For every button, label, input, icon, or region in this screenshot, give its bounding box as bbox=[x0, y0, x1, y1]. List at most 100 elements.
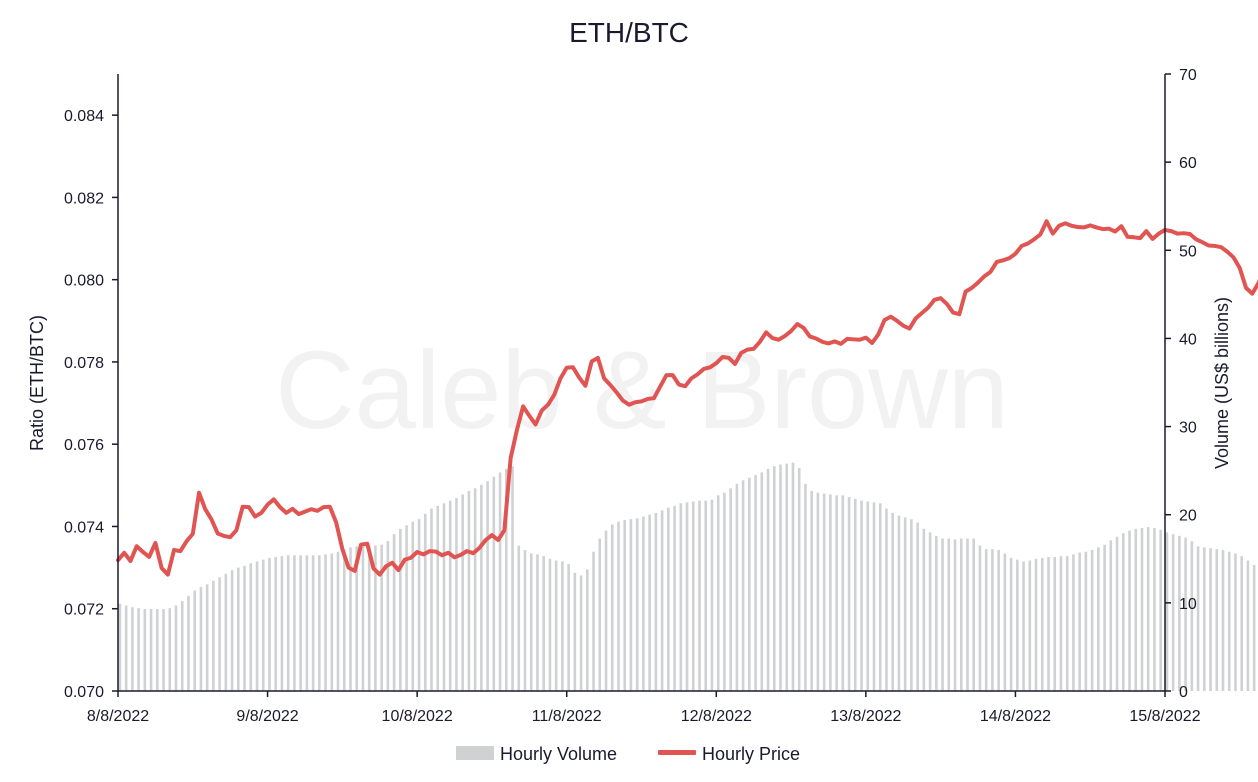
volume-bar bbox=[355, 546, 359, 691]
volume-bar bbox=[486, 481, 489, 691]
volume-bar bbox=[1234, 553, 1237, 691]
volume-bar bbox=[1171, 534, 1175, 691]
volume-bar bbox=[935, 535, 938, 691]
volume-bar bbox=[411, 521, 415, 691]
volume-bar bbox=[143, 609, 147, 691]
volume-bar bbox=[467, 490, 471, 691]
volume-bar bbox=[629, 519, 633, 691]
volume-bar bbox=[804, 483, 807, 691]
volume-bar bbox=[928, 532, 932, 691]
volume-bar bbox=[423, 513, 427, 691]
left-tick-label: 0.082 bbox=[64, 190, 104, 207]
volume-bar bbox=[137, 608, 140, 691]
volume-bar bbox=[324, 554, 327, 691]
volume-bar bbox=[947, 538, 951, 691]
volume-bar bbox=[691, 501, 695, 691]
volume-bar bbox=[642, 516, 645, 691]
volume-bar bbox=[1084, 551, 1088, 691]
volume-bar bbox=[978, 545, 982, 691]
left-tick-label: 0.070 bbox=[64, 684, 104, 701]
axes bbox=[117, 74, 1166, 692]
x-tick-label: 8/8/2022 bbox=[87, 708, 149, 725]
volume-bar bbox=[916, 522, 919, 691]
volume-bar bbox=[1215, 549, 1219, 691]
volume-bar bbox=[118, 603, 122, 691]
left-axis-ticks: 0.070 0.072 0.074 0.076 0.078 0.080 0.082 0.084 bbox=[64, 108, 118, 701]
volume-bar bbox=[1140, 527, 1144, 691]
volume-bar bbox=[187, 595, 190, 691]
volume-bar bbox=[417, 519, 421, 691]
volume-bar bbox=[816, 492, 820, 691]
volume-bar bbox=[704, 500, 708, 691]
volume-bar bbox=[592, 551, 595, 691]
volume-bar bbox=[723, 492, 726, 691]
volume-bar bbox=[673, 505, 676, 691]
x-tick-label: 9/8/2022 bbox=[236, 708, 298, 725]
volume-bar bbox=[660, 510, 664, 691]
volume-bar bbox=[280, 556, 284, 691]
volume-bar bbox=[854, 498, 857, 691]
volume-bar bbox=[1040, 557, 1044, 691]
volume-bar bbox=[741, 480, 745, 691]
volume-bar bbox=[554, 560, 558, 691]
x-tick-label: 12/8/2022 bbox=[681, 708, 752, 725]
volume-bar bbox=[972, 538, 976, 691]
volume-bar bbox=[1146, 527, 1150, 691]
volume-bar bbox=[635, 518, 639, 691]
volume-bar bbox=[860, 500, 863, 691]
volume-bar bbox=[1047, 557, 1050, 691]
volume-bar bbox=[1103, 544, 1106, 691]
volume-bar bbox=[542, 556, 545, 691]
right-tick-label: 60 bbox=[1179, 155, 1197, 172]
volume-bar bbox=[1190, 541, 1194, 691]
volume-bar bbox=[623, 520, 627, 691]
legend-price-swatch bbox=[658, 750, 696, 755]
x-tick-label: 11/8/2022 bbox=[532, 708, 602, 725]
volume-bar bbox=[399, 528, 402, 691]
volume-bar bbox=[274, 557, 277, 691]
volume-bar bbox=[448, 500, 452, 691]
volume-bar bbox=[180, 601, 184, 691]
volume-bar bbox=[498, 472, 502, 691]
volume-bar bbox=[237, 567, 240, 691]
volume-bar bbox=[131, 607, 134, 691]
right-axis-title: Volume (US$ billions) bbox=[1212, 297, 1232, 469]
volume-bar bbox=[461, 494, 464, 691]
volume-bar bbox=[492, 476, 496, 691]
volume-bar bbox=[1016, 559, 1019, 691]
volume-bar bbox=[1053, 557, 1057, 691]
volume-bar bbox=[754, 475, 757, 691]
volume-bar bbox=[149, 609, 153, 691]
watermark-text: Caleb & Brown bbox=[275, 329, 1009, 452]
volume-bar bbox=[342, 549, 346, 691]
volume-bar bbox=[230, 570, 234, 691]
volume-bar bbox=[604, 530, 608, 691]
left-tick-label: 0.080 bbox=[64, 273, 104, 290]
volume-bar bbox=[517, 545, 521, 691]
volume-bar bbox=[436, 505, 440, 691]
volume-bar bbox=[168, 608, 172, 691]
volume-bar bbox=[779, 464, 782, 691]
volume-bar bbox=[885, 508, 888, 691]
volume-bar bbox=[841, 495, 845, 691]
volume-bar bbox=[268, 557, 271, 691]
volume-bar bbox=[311, 555, 315, 691]
right-tick-label: 0 bbox=[1179, 684, 1188, 701]
volume-bar bbox=[1178, 535, 1181, 691]
volume-bar bbox=[1022, 561, 1025, 691]
volume-bar bbox=[1028, 560, 1032, 691]
volume-bar bbox=[941, 538, 944, 691]
volume-bar bbox=[729, 488, 732, 691]
legend-volume-swatch bbox=[456, 746, 494, 760]
volume-bar bbox=[910, 519, 913, 691]
volume-bar bbox=[336, 551, 340, 691]
volume-bar bbox=[505, 468, 508, 691]
volume-bar bbox=[1003, 553, 1007, 691]
volume-bar bbox=[1227, 551, 1231, 691]
volume-bar bbox=[392, 534, 396, 691]
volume-bar bbox=[1078, 552, 1081, 691]
volume-bar bbox=[573, 572, 577, 691]
right-axis-ticks: 0 10 20 30 40 50 60 70 bbox=[1165, 67, 1197, 701]
volume-bar bbox=[966, 538, 969, 691]
volume-bar bbox=[586, 569, 589, 691]
